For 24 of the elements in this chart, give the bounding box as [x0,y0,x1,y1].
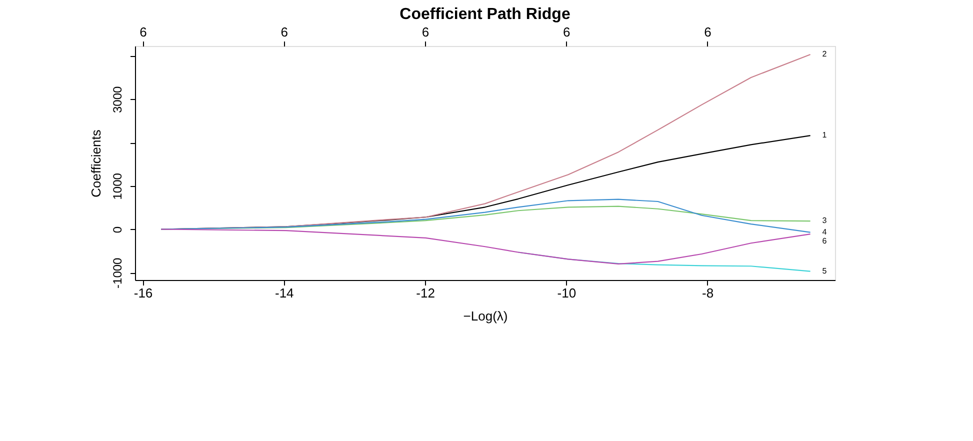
series-label: 2 [822,50,828,58]
y-tick-label: -1000 [110,257,124,288]
x-tick-label: -8 [702,286,714,300]
y-axis-title: Coefficients [88,129,104,198]
text: 6 [563,24,570,40]
text: 6 [140,24,147,40]
x-tick-label: -16 [134,286,153,300]
series-label: 5 [822,266,828,276]
text: 6 [422,24,430,40]
y-tick-label: 0 [110,226,124,234]
y-tick-label: 1000 [110,172,124,200]
text: 6 [280,24,288,40]
series-label: 6 [822,236,828,246]
x-tick-label: -10 [557,286,576,300]
series-label: 3 [822,216,828,226]
chart-title: Coefficient Path Ridge [400,6,570,23]
text: 6 [704,24,712,40]
line-series [160,228,811,265]
y-tick-label: 3000 [110,86,124,114]
x-tick-label: -14 [274,286,294,300]
series-label: 4 [822,227,828,236]
x-axis-title: −Log(λ) [463,308,508,324]
x-tick-label: -12 [416,286,435,300]
series-label: 1 [822,130,828,140]
